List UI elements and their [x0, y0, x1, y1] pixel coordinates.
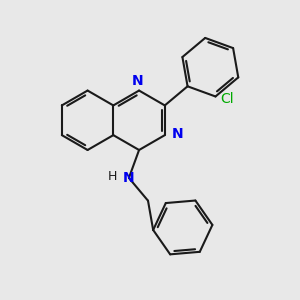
Text: Cl: Cl	[220, 92, 234, 106]
Text: N: N	[123, 171, 135, 185]
Text: N: N	[171, 127, 183, 141]
Text: H: H	[108, 170, 117, 183]
Text: N: N	[132, 74, 143, 88]
